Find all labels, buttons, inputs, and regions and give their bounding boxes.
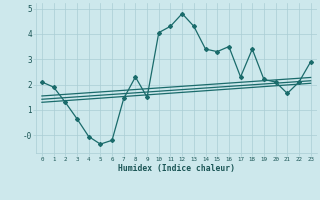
X-axis label: Humidex (Indice chaleur): Humidex (Indice chaleur) (118, 164, 235, 173)
